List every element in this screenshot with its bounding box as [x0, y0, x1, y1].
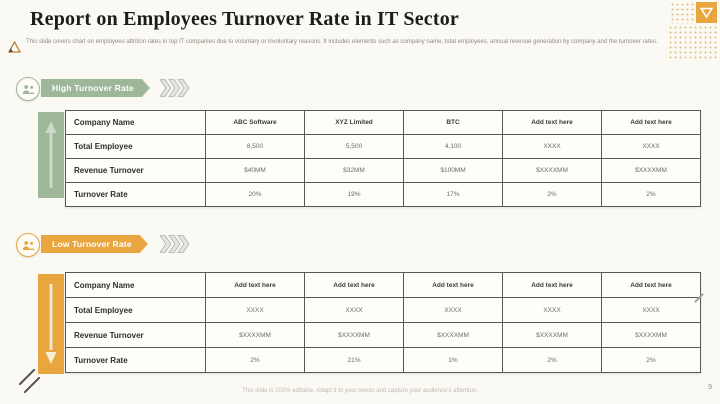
row-header-cell: Total Employee [65, 297, 206, 323]
high-turnover-table: Company Name ABC Software XYZ Limited BT… [65, 110, 701, 207]
placeholder-cell[interactable]: XXXX [601, 297, 701, 323]
page-title: Report on Employees Turnover Rate in IT … [30, 8, 460, 30]
placeholder-cell[interactable]: Add text here [205, 272, 305, 298]
table-cell: $32MM [304, 158, 404, 183]
placeholder-cell[interactable]: Add text here [502, 110, 602, 135]
down-arrow-bar [38, 274, 64, 374]
placeholder-cell[interactable]: Add text here [502, 272, 602, 298]
placeholder-cell[interactable]: XXXX [403, 297, 503, 323]
placeholder-cell[interactable]: $XXXXMM [601, 322, 701, 348]
description-block: This slide covers chart on employees att… [7, 39, 704, 58]
row-header-cell: Turnover Rate [65, 347, 206, 373]
table-row: Revenue Turnover $40MM $32MM $100MM $XXX… [65, 158, 701, 183]
placeholder-cell[interactable]: Add text here [601, 272, 701, 298]
table-cell: 21% [304, 347, 404, 373]
table-cell: $100MM [403, 158, 503, 183]
row-header-cell: Revenue Turnover [65, 322, 206, 348]
corner-flag-icon [696, 2, 717, 23]
placeholder-cell[interactable]: $XXXXMM [304, 322, 404, 348]
table-row: Turnover Rate 20% 19% 17% 2% 2% [65, 182, 701, 207]
placeholder-cell[interactable]: XXXX [205, 297, 305, 323]
table-cell: 2% [601, 347, 701, 373]
table-row: Company Name ABC Software XYZ Limited BT… [65, 110, 701, 135]
up-arrow-bar [38, 112, 64, 198]
placeholder-cell[interactable]: XXXX [502, 297, 602, 323]
placeholder-cell[interactable]: XXXX [601, 134, 701, 159]
table-cell: 2% [502, 182, 602, 207]
row-header-cell: Total Employee [65, 134, 206, 159]
row-header-cell: Company Name [65, 110, 206, 135]
table-cell: 20% [205, 182, 305, 207]
employee-settings-icon [16, 233, 40, 257]
edit-slashes-icon [14, 364, 54, 400]
page-number: 9 [708, 384, 712, 391]
table-cell: $40MM [205, 158, 305, 183]
table-cell: ABC Software [205, 110, 305, 135]
placeholder-cell[interactable]: Add text here [601, 110, 701, 135]
warning-triangle-icon [7, 40, 22, 58]
placeholder-cell[interactable]: $XXXXMM [403, 322, 503, 348]
table-cell: 4,100 [403, 134, 503, 159]
placeholder-cell[interactable]: $XXXXMM [502, 322, 602, 348]
chevrons-icon [159, 79, 192, 102]
row-header-cell: Company Name [65, 272, 206, 298]
table-row: Revenue Turnover $XXXXMM $XXXXMM $XXXXMM… [65, 322, 701, 348]
placeholder-cell[interactable]: $XXXXMM [601, 158, 701, 183]
section-banner-high: High Turnover Rate [41, 79, 150, 97]
row-header-cell: Turnover Rate [65, 182, 206, 207]
table-cell: 17% [403, 182, 503, 207]
row-header-cell: Revenue Turnover [65, 158, 206, 183]
table-cell: XYZ Limited [304, 110, 404, 135]
table-row: Company Name Add text here Add text here… [65, 272, 701, 298]
dots-pattern [670, 2, 694, 24]
table-row: Turnover Rate 2% 21% 1% 2% 2% [65, 347, 701, 373]
placeholder-cell[interactable]: Add text here [403, 272, 503, 298]
table-cell: 2% [205, 347, 305, 373]
footer-note: This slide is 100% editable. Adapt it to… [242, 388, 478, 394]
section-banner-low: Low Turnover Rate [41, 235, 148, 253]
table-row: Total Employee XXXX XXXX XXXX XXXX XXXX [65, 297, 701, 323]
low-turnover-table: Company Name Add text here Add text here… [65, 272, 701, 373]
placeholder-cell[interactable]: Add text here [304, 272, 404, 298]
table-cell: 19% [304, 182, 404, 207]
placeholder-cell[interactable]: XXXX [502, 134, 602, 159]
table-cell: 5,500 [304, 134, 404, 159]
table-cell: 1% [403, 347, 503, 373]
placeholder-cell[interactable]: $XXXXMM [502, 158, 602, 183]
table-cell: BTC [403, 110, 503, 135]
slide-description: This slide covers chart on employees att… [26, 39, 658, 45]
table-cell: 2% [502, 347, 602, 373]
table-row: Total Employee 8,500 5,500 4,100 XXXX XX… [65, 134, 701, 159]
employees-icon [16, 77, 40, 101]
table-cell: 2% [601, 182, 701, 207]
placeholder-cell[interactable]: XXXX [304, 297, 404, 323]
placeholder-cell[interactable]: $XXXXMM [205, 322, 305, 348]
table-cell: 8,500 [205, 134, 305, 159]
chevrons-icon [159, 235, 192, 258]
dots-pattern [668, 25, 718, 61]
